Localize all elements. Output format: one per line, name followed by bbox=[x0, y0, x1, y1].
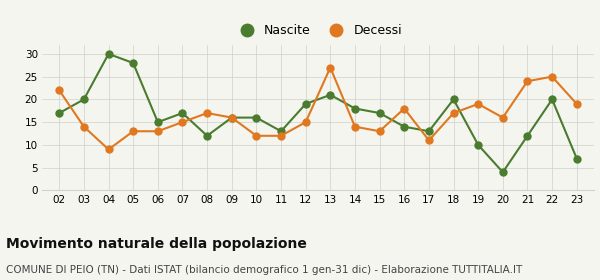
Nascite bbox=[524, 134, 531, 137]
Text: COMUNE DI PEIO (TN) - Dati ISTAT (bilancio demografico 1 gen-31 dic) - Elaborazi: COMUNE DI PEIO (TN) - Dati ISTAT (bilanc… bbox=[6, 265, 522, 275]
Decessi bbox=[154, 130, 161, 133]
Line: Nascite: Nascite bbox=[56, 50, 580, 176]
Decessi bbox=[228, 116, 235, 119]
Nascite bbox=[352, 107, 359, 110]
Decessi bbox=[499, 116, 506, 119]
Nascite bbox=[475, 143, 482, 147]
Nascite bbox=[548, 98, 556, 101]
Decessi bbox=[450, 111, 457, 115]
Decessi bbox=[56, 88, 63, 92]
Nascite bbox=[228, 116, 235, 119]
Decessi bbox=[548, 75, 556, 78]
Legend: Nascite, Decessi: Nascite, Decessi bbox=[229, 19, 407, 42]
Nascite bbox=[179, 111, 186, 115]
Line: Decessi: Decessi bbox=[56, 64, 580, 153]
Decessi bbox=[352, 125, 359, 129]
Nascite bbox=[277, 130, 284, 133]
Decessi bbox=[105, 148, 112, 151]
Decessi bbox=[179, 120, 186, 124]
Nascite bbox=[327, 93, 334, 97]
Decessi bbox=[302, 120, 309, 124]
Decessi bbox=[80, 125, 88, 129]
Decessi bbox=[130, 130, 137, 133]
Nascite bbox=[376, 111, 383, 115]
Decessi bbox=[475, 102, 482, 106]
Decessi bbox=[573, 102, 580, 106]
Nascite bbox=[154, 120, 161, 124]
Nascite bbox=[425, 130, 433, 133]
Nascite bbox=[56, 111, 63, 115]
Nascite bbox=[499, 171, 506, 174]
Nascite bbox=[302, 102, 309, 106]
Decessi bbox=[277, 134, 284, 137]
Decessi bbox=[524, 80, 531, 83]
Decessi bbox=[203, 111, 211, 115]
Decessi bbox=[253, 134, 260, 137]
Nascite bbox=[450, 98, 457, 101]
Text: Movimento naturale della popolazione: Movimento naturale della popolazione bbox=[6, 237, 307, 251]
Decessi bbox=[376, 130, 383, 133]
Nascite bbox=[203, 134, 211, 137]
Nascite bbox=[253, 116, 260, 119]
Decessi bbox=[401, 107, 408, 110]
Nascite bbox=[573, 157, 580, 160]
Nascite bbox=[80, 98, 88, 101]
Nascite bbox=[130, 61, 137, 65]
Decessi bbox=[425, 139, 433, 142]
Nascite bbox=[105, 52, 112, 55]
Nascite bbox=[401, 125, 408, 129]
Decessi bbox=[327, 66, 334, 69]
